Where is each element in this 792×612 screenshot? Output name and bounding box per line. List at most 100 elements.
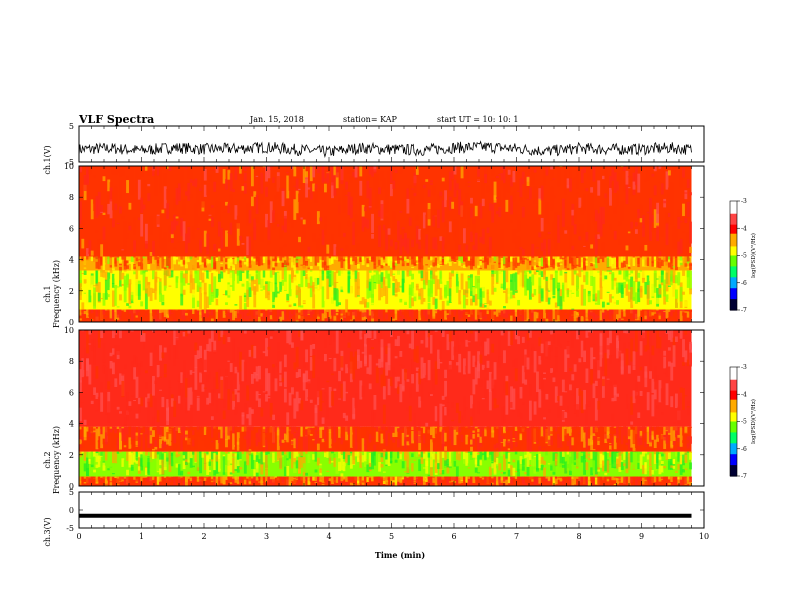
ch2-spec-cell [314,407,318,426]
ch1-spec-cell [319,309,323,316]
ch2-spec-cell [243,451,247,464]
ch1-spec-cell [448,319,452,322]
ch1-spec-cell [519,178,523,198]
ch2-spec-cell [144,370,148,374]
ch1-spec-cell [298,312,301,316]
ch1-spec-cell [338,317,341,322]
ch1-spec-cell [83,169,87,172]
ch1-spec-cell [170,309,174,313]
ch1-spec-cell [642,270,645,278]
ch2-spec-cell [283,439,287,442]
ch2-spec-cell [203,453,207,471]
ch2-spec-cell [239,351,243,366]
ch1-spec-cell [182,273,186,279]
ch1-spec-cell [291,281,294,290]
ch1-spec-cell [597,290,601,305]
ch1-spec-cell [168,285,172,287]
ch1-spec-cell [533,258,537,266]
ch1-spec-cell [561,309,565,311]
ch1-spec-cell [389,239,393,247]
ch1-spec-cell [653,209,657,228]
ch2-spec-cell [97,476,101,481]
ch2-spec-cell [152,416,155,426]
ch1-spec-cell [293,257,297,271]
ch1-spec-cell [265,186,268,197]
ch1-spec-cell [627,273,631,275]
ch1-spec-cell [156,216,160,225]
ch1-spec-cell [545,309,549,313]
ch1-spec-cell [632,309,636,319]
ch1-spec-cell [109,256,113,266]
ch1-spec-cell [312,316,316,319]
ch1-spec-cell [295,309,299,321]
ch1-spec-cell [585,240,589,250]
ch1-spec-cell [467,207,471,227]
ch1-spec-cell [587,270,591,272]
ch1-spec-cell [484,256,488,269]
ch1-spec-cell [173,309,177,320]
ch1-spec-cell [599,166,603,168]
ch2-spec-cell [114,476,118,478]
ch1-spec-cell [208,256,212,264]
ch1-spec-cell [465,193,469,206]
ch2-spec-cell [81,402,85,404]
ch1-spec-cell [140,270,144,275]
ch2-spec-cell [189,477,193,482]
ch2-spec-cell [192,430,195,436]
ch2-spec-cell [331,451,334,471]
ch1-spec-cell [79,201,82,225]
ch1-spec-cell [576,192,579,194]
ch2-spec-cell [241,412,245,417]
ch1-spec-cell [225,302,228,306]
ch1-spec-cell [199,309,202,315]
ch1-spec-cell [152,270,155,280]
ch2-spec-cell [349,476,353,480]
ch1-spec-cell [604,256,608,258]
ch2-spec-cell [307,427,311,437]
ch1-spec-cell [102,212,106,216]
ch1-spec-cell [375,173,379,197]
ch1-spec-cell [173,256,177,260]
ch2-spec-cell [213,470,217,476]
ch1-spec-cell [291,183,294,206]
ch2-spec-cell [194,366,198,390]
ch1-spec-cell [114,284,118,306]
ch1-spec-cell [121,283,125,286]
ch2-spec-cell [163,426,167,442]
ch1-spec-cell [217,256,221,263]
ch2-spec-cell [161,396,165,408]
ch1-spec-cell [97,292,101,302]
ch1-spec-cell [229,285,233,287]
ch1-spec-cell [397,264,400,266]
ch2-spec-cell [225,368,228,390]
ch1-spec-cell [616,309,619,315]
ch1-spec-cell [441,313,445,317]
ch2-spec-cell [366,338,370,345]
ch1-spec-cell [133,264,137,270]
ch2-spec-cell [359,451,363,460]
ch1-spec-cell [147,166,151,176]
ch1-spec-cell [81,256,85,260]
ch1-spec-cell [208,284,212,305]
ch2-spec-cell [97,330,101,348]
ch2-spec-cell [196,350,200,360]
ch1-spec-cell [531,293,535,297]
ch1-spec-cell [583,270,586,276]
ch1-spec-cell [182,289,186,295]
ch1-spec-cell [616,282,619,294]
ch1-spec-cell [618,173,622,186]
ch1-spec-cell [623,179,627,192]
ch1-spec-cell [349,257,353,265]
ch2-spec-cell [258,476,261,478]
ch1-spec-cell [147,256,151,265]
ch1-spec-cell [283,265,287,267]
ch1-spec-cell [623,259,627,261]
ch1-spec-cell [340,256,344,268]
ch1-spec-cell [550,256,554,265]
ch2-spec-cell [305,389,309,401]
ch1-spec-cell [564,282,568,301]
ch1-spec-cell [128,309,132,314]
ch2-spec-cell [354,476,358,481]
ch2-spec-cell [116,426,120,429]
ch1-spec-cell [682,167,685,178]
